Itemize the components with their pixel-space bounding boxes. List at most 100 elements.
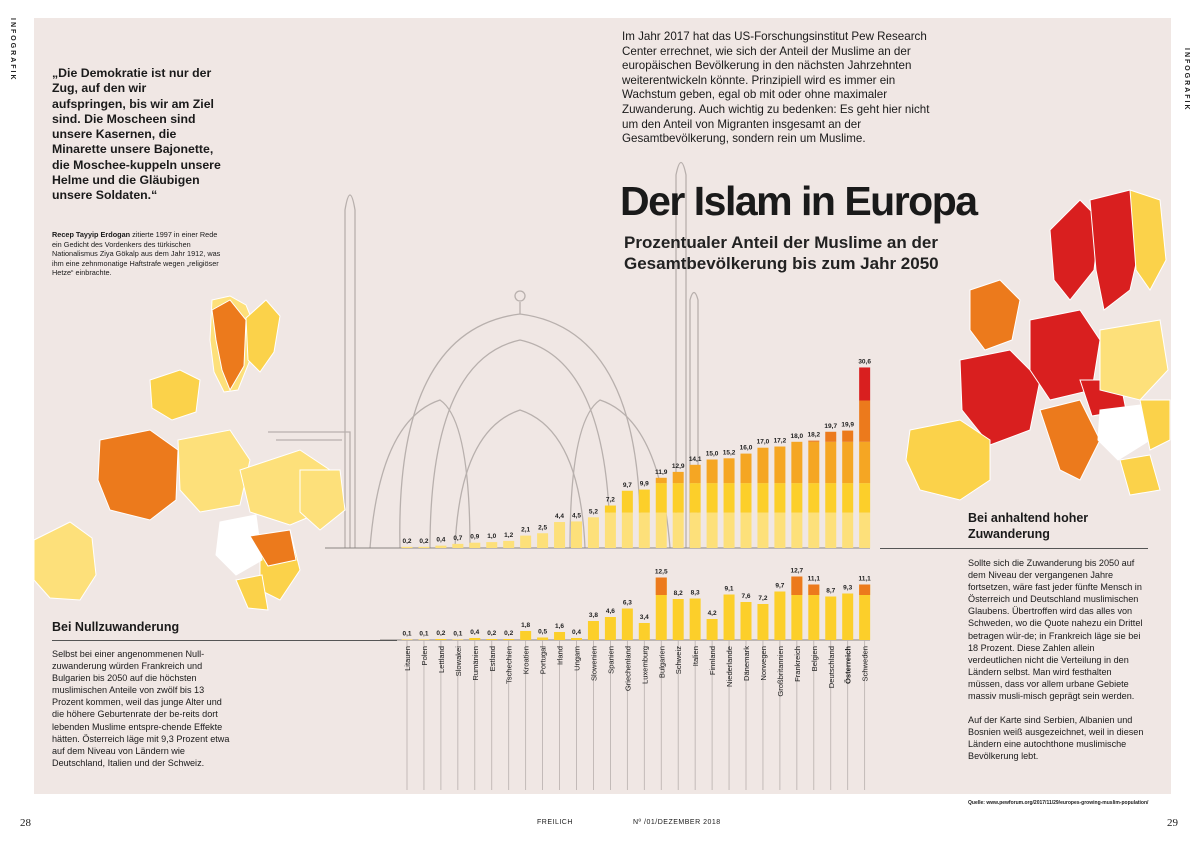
issue-info: Nº /01/DEZEMBER 2018 bbox=[633, 819, 721, 826]
bar-label-high: 1,2 bbox=[504, 532, 513, 539]
finland-right bbox=[1129, 189, 1167, 291]
bar-high-segment bbox=[520, 535, 532, 548]
page-number-left: 28 bbox=[20, 817, 31, 829]
bar-label-zero: 1,6 bbox=[555, 623, 564, 630]
category-label: Litauen bbox=[403, 646, 412, 671]
bar-zero bbox=[452, 639, 464, 640]
source-note: Quelle: www.pewforum.org/2017/11/29/euro… bbox=[968, 800, 1149, 806]
bar-zero bbox=[757, 604, 769, 640]
bar-zero bbox=[825, 596, 837, 640]
bar-high-segment bbox=[638, 489, 650, 513]
bar-high-segment bbox=[418, 546, 430, 548]
heading-hohe-zuwanderung: Bei anhaltend hoher Zuwanderung bbox=[968, 511, 1089, 541]
bar-zero-top bbox=[655, 577, 667, 595]
bar-high-segment bbox=[689, 512, 701, 548]
bar-label-zero: 1,8 bbox=[521, 622, 530, 629]
bar-label-zero: 8,2 bbox=[674, 590, 683, 597]
bar-label-high: 0,7 bbox=[453, 535, 462, 542]
category-label: Spanien bbox=[606, 646, 615, 674]
balkans-right bbox=[1097, 404, 1151, 461]
bar-zero bbox=[537, 637, 549, 640]
norway-right bbox=[1049, 199, 1101, 301]
bar-label-zero: 3,8 bbox=[589, 612, 598, 619]
bar-label-high: 0,2 bbox=[419, 538, 428, 545]
bar-label-high: 2,5 bbox=[538, 524, 547, 531]
category-label: Bulgarien bbox=[657, 646, 666, 678]
category-label: Estland bbox=[488, 646, 497, 671]
category-label: Niederlande bbox=[725, 646, 734, 687]
category-label: Österreich bbox=[844, 646, 853, 684]
bar-high-segment bbox=[808, 440, 820, 442]
bar-label-zero: 4,2 bbox=[708, 610, 717, 617]
bar-zero-top bbox=[791, 576, 803, 595]
bar-zero bbox=[401, 639, 413, 640]
bar-label-zero: 9,3 bbox=[843, 585, 852, 592]
category-label: Großbritannien bbox=[776, 646, 785, 697]
bar-high-segment bbox=[859, 441, 871, 484]
bar-label-high: 4,4 bbox=[555, 513, 564, 520]
bar-high-segment bbox=[825, 431, 837, 442]
bar-high-segment bbox=[740, 512, 752, 548]
bar-high-segment bbox=[842, 483, 854, 513]
bar-high-segment bbox=[825, 441, 837, 484]
bar-high-segment bbox=[503, 540, 515, 548]
bar-label-zero: 12,5 bbox=[655, 569, 668, 576]
bar-label-high: 15,2 bbox=[723, 449, 736, 456]
bar-label-high: 14,1 bbox=[689, 456, 702, 463]
bar-high-segment bbox=[842, 512, 854, 548]
category-label: Portugal bbox=[539, 646, 548, 675]
bar-zero bbox=[706, 619, 718, 640]
category-label: Lettland bbox=[437, 646, 446, 673]
bar-zero bbox=[672, 599, 684, 640]
italy-right bbox=[1039, 399, 1101, 481]
bar-high-segment bbox=[655, 477, 667, 484]
page-number-right: 29 bbox=[1167, 817, 1178, 829]
bar-high-segment bbox=[723, 512, 735, 548]
bar-label-high: 16,0 bbox=[740, 445, 753, 452]
bar-high-segment bbox=[774, 446, 786, 484]
bar-zero bbox=[808, 584, 820, 640]
bar-high-segment bbox=[435, 545, 447, 548]
bar-high-segment bbox=[808, 483, 820, 513]
text-nullzuwanderung: Selbst bei einer angenommenen Null-zuwan… bbox=[52, 649, 230, 768]
balkans-left bbox=[215, 514, 263, 576]
divider-zero bbox=[52, 640, 397, 641]
bar-high-segment bbox=[571, 521, 582, 548]
category-label: Deutschland bbox=[827, 646, 836, 688]
bar-zero bbox=[418, 639, 430, 640]
bar-label-high: 1,0 bbox=[487, 533, 496, 540]
category-label: Polen bbox=[420, 646, 429, 665]
category-label: Norwegen bbox=[759, 646, 768, 681]
uk-left bbox=[149, 369, 201, 421]
bar-high-segment bbox=[655, 483, 667, 513]
bar-high-segment bbox=[706, 483, 718, 513]
bar-high-segment bbox=[757, 512, 769, 548]
bar-zero bbox=[621, 608, 633, 640]
poland-right bbox=[1099, 319, 1169, 401]
bar-high-segment bbox=[672, 471, 684, 484]
bar-label-high: 18,2 bbox=[807, 432, 820, 439]
bar-high-segment bbox=[638, 512, 650, 548]
category-label: Griechenland bbox=[623, 646, 632, 691]
bar-high-segment bbox=[655, 512, 667, 548]
bar-zero bbox=[791, 576, 803, 640]
bar-label-high: 19,9 bbox=[841, 422, 854, 429]
bar-high-segment bbox=[791, 483, 803, 513]
bar-label-zero: 0,4 bbox=[572, 629, 581, 636]
bar-zero bbox=[469, 638, 481, 640]
bar-high-segment bbox=[791, 441, 803, 484]
bar-label-zero: 0,1 bbox=[453, 631, 462, 638]
bar-label-high: 11,9 bbox=[655, 469, 668, 476]
bar-zero bbox=[503, 639, 515, 640]
bar-high-segment bbox=[825, 483, 837, 513]
quote-source-text: zitierte 1997 in einer Rede ein Gedicht … bbox=[52, 230, 221, 278]
bar-label-zero: 7,2 bbox=[758, 595, 767, 602]
bar-label-high: 0,4 bbox=[436, 537, 445, 544]
bar-label-zero: 0,2 bbox=[504, 630, 513, 637]
bar-high-segment bbox=[859, 512, 871, 548]
category-label: Rumänien bbox=[471, 646, 480, 681]
category-label: Schweden bbox=[861, 646, 870, 681]
quote-source-name: Recep Tayyip Erdogan bbox=[52, 230, 131, 239]
bulgaria-left bbox=[249, 529, 297, 567]
